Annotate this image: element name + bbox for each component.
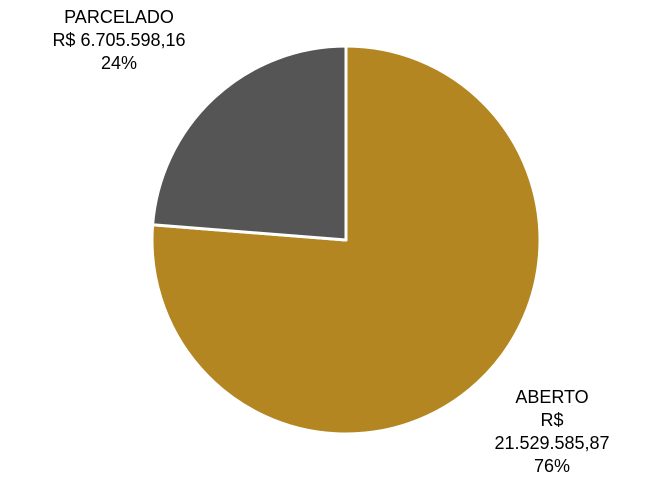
pie-slice-parcelado: [151, 44, 348, 242]
slice-label-aberto-value-line1: R$: [540, 410, 564, 430]
pie-slice-aberto: [150, 44, 542, 436]
slice-label-aberto: ABERTO R$ 21.529.585,87 76%: [472, 386, 632, 478]
slice-label-parcelado-value: R$ 6.705.598,16: [52, 30, 186, 50]
slice-label-parcelado: PARCELADO R$ 6.705.598,16 24%: [19, 6, 219, 75]
slice-label-aberto-value-line2: 21.529.585,87: [494, 433, 610, 453]
slice-label-parcelado-percent: 24%: [100, 53, 138, 73]
slice-label-aberto-name: ABERTO: [515, 387, 589, 407]
slice-label-parcelado-name: PARCELADO: [64, 7, 174, 27]
slice-label-aberto-percent: 76%: [533, 456, 571, 476]
